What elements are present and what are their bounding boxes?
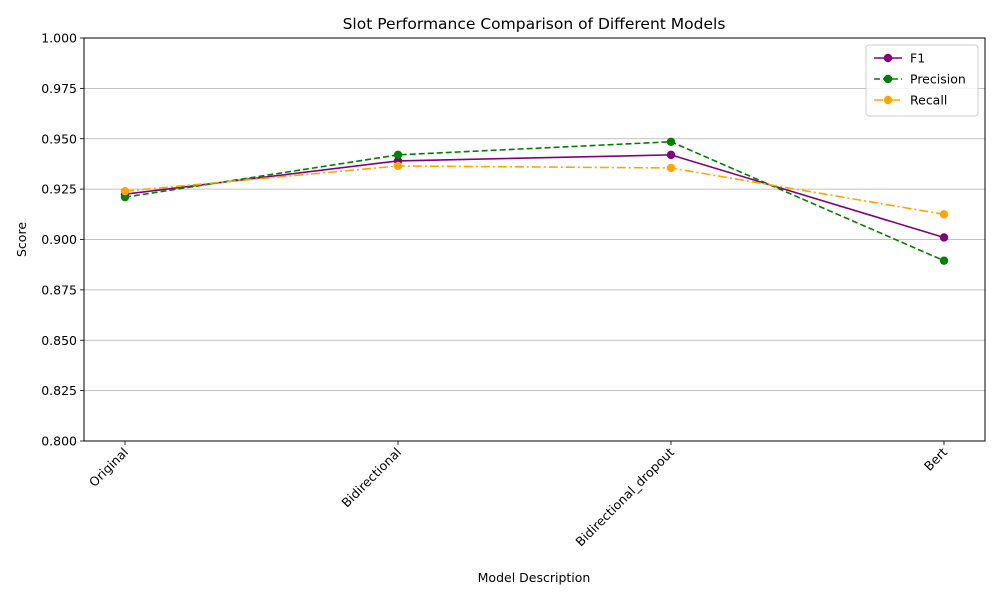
- data-point-recall: [939, 210, 949, 219]
- data-point-precision: [393, 150, 403, 160]
- data-point-recall: [666, 163, 676, 173]
- legend-label-recall: Recall: [910, 93, 947, 108]
- legend-swatch-marker: [883, 95, 893, 105]
- legend-swatch-marker: [883, 74, 893, 84]
- y-tick-label: 0.875: [41, 282, 77, 297]
- legend-swatch-marker: [883, 53, 893, 63]
- y-axis-label: Score: [14, 222, 29, 257]
- series-recall: [120, 161, 949, 219]
- y-tick-label: 0.900: [41, 232, 77, 247]
- series-precision: [120, 137, 949, 265]
- x-tick-label: Original: [86, 445, 131, 490]
- legend: F1 Precision Recall: [865, 44, 979, 117]
- data-point-precision: [939, 256, 949, 265]
- y-tick-label: 0.850: [41, 333, 77, 348]
- series-line-precision: [124, 140, 945, 262]
- series-line-recall: [124, 165, 945, 216]
- y-tick-label: 0.925: [41, 182, 77, 197]
- legend-item-precision: Precision: [874, 72, 966, 87]
- series-line-f1: [124, 154, 945, 239]
- data-point-f1: [666, 150, 676, 160]
- data-point-precision: [666, 137, 676, 146]
- data-point-f1: [939, 233, 949, 242]
- legend-box: [865, 44, 979, 117]
- x-tick-label: Bidirectional_dropout: [572, 444, 677, 549]
- y-tick-label: 0.800: [41, 434, 77, 449]
- series-f1: [120, 150, 949, 242]
- data-point-recall: [120, 186, 130, 196]
- legend-item-recall: Recall: [874, 93, 947, 108]
- x-tick-label: Bert: [921, 444, 950, 473]
- chart-title: Slot Performance Comparison of Different…: [343, 15, 726, 33]
- legend-label-f1: F1: [910, 51, 925, 66]
- y-tick-label: 0.950: [41, 131, 77, 146]
- y-axis: 0.800 0.825 0.850 0.875 0.900 0.925 0.950 0.975…: [41, 31, 84, 449]
- legend-item-f1: F1: [874, 51, 925, 66]
- x-tick-label: Bidirectional: [338, 445, 404, 511]
- y-tick-label: 0.825: [41, 383, 77, 398]
- series-layer: [120, 137, 949, 265]
- data-point-precision: [120, 192, 130, 202]
- legend-label-precision: Precision: [910, 72, 966, 87]
- data-point-recall: [393, 161, 403, 171]
- x-axis: Original Bidirectional Bidirectional_dropo…: [86, 441, 950, 549]
- y-tick-label: 1.000: [41, 31, 77, 46]
- y-tick-label: 0.975: [41, 81, 77, 96]
- x-axis-label: Model Description: [478, 570, 591, 585]
- grid-lines: [84, 37, 985, 442]
